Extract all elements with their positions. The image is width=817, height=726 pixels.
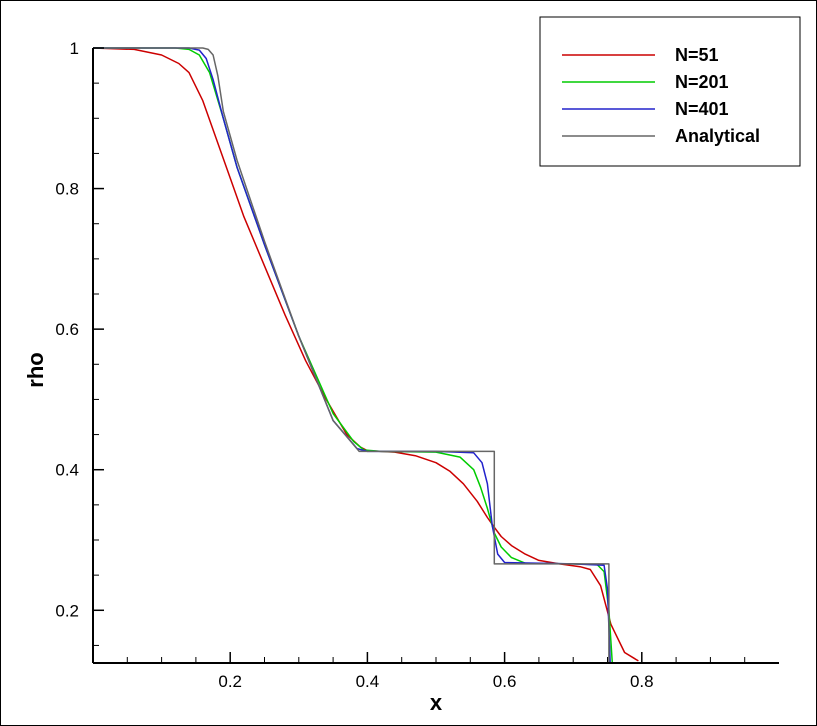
- y-tick-label: 0.4: [55, 461, 79, 480]
- y-axis-title: rho: [23, 352, 48, 387]
- y-tick-label: 0.2: [55, 601, 79, 620]
- series-line-analytical: [93, 47, 610, 663]
- x-tick-label: 0.4: [356, 672, 380, 691]
- x-tick-label: 0.6: [493, 672, 517, 691]
- y-tick-label: 0.6: [55, 320, 79, 339]
- x-axis-title: x: [430, 690, 443, 715]
- legend-label: N=201: [675, 72, 729, 92]
- x-tick-label: 0.2: [218, 672, 242, 691]
- legend-label: N=401: [675, 99, 729, 119]
- x-tick-label: 0.8: [630, 672, 654, 691]
- ticks: 0.2 0.4 0.6 0.8 0.2 0.4 0.6 0.8 1: [55, 39, 746, 691]
- plot-area: [93, 47, 639, 663]
- y-tick-label: 1: [70, 39, 79, 58]
- legend-label: N=51: [675, 45, 719, 65]
- y-tick-label: 0.8: [55, 180, 79, 199]
- legend-label: Analytical: [675, 126, 760, 146]
- legend: N=51 N=201 N=401 Analytical: [539, 16, 801, 167]
- legend-box: [539, 16, 801, 167]
